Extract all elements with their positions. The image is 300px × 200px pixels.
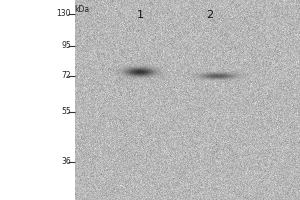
Text: 55: 55 [61,108,71,116]
Text: kDa: kDa [74,5,90,14]
Text: 1: 1 [136,10,143,20]
Text: 72: 72 [61,72,71,80]
Text: 95: 95 [61,42,71,50]
Text: 130: 130 [56,9,71,19]
Text: 36: 36 [61,158,71,166]
Text: 2: 2 [206,10,214,20]
